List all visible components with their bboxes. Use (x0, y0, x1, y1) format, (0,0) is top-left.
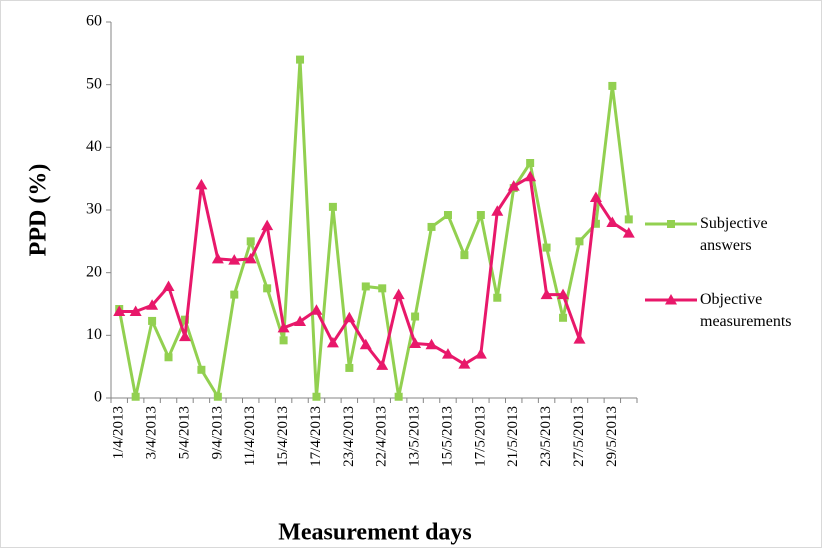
data-point (211, 252, 224, 264)
data-point (425, 338, 438, 350)
data-point (411, 312, 420, 321)
y-tick-label: 10 (86, 326, 102, 343)
data-point (507, 180, 520, 191)
series-line (119, 175, 630, 367)
data-point (361, 282, 370, 291)
x-tick-label: 23/5/2013 (538, 406, 554, 467)
data-point (294, 315, 307, 327)
data-point (458, 358, 471, 369)
x-tick-label: 17/4/2013 (308, 406, 324, 467)
y-tick-label: 50 (86, 75, 102, 92)
data-point (279, 336, 288, 345)
y-tick-label: 30 (86, 201, 102, 218)
data-point (542, 243, 551, 252)
data-point (164, 353, 173, 362)
y-tick-label: 40 (86, 138, 102, 155)
data-point (113, 305, 126, 317)
x-tick-label: 13/5/2013 (407, 406, 423, 467)
y-axis-title: PPD (%) (26, 164, 52, 257)
y-tick-label: 20 (86, 263, 102, 280)
data-point (443, 211, 452, 220)
legend-label: Subjective answers (700, 215, 768, 254)
data-point (195, 178, 208, 190)
x-axis-title: Measurement days (278, 520, 472, 546)
legend-label: Objective measurements (700, 291, 792, 330)
data-point (409, 337, 422, 348)
data-point (540, 288, 553, 300)
data-point (606, 216, 619, 228)
x-tick-label: 15/5/2013 (439, 406, 455, 467)
data-point (246, 237, 255, 246)
x-tick-label: 27/5/2013 (571, 406, 587, 467)
x-tick-label: 11/4/2013 (242, 406, 258, 466)
data-point (476, 211, 485, 220)
data-point (213, 392, 222, 401)
data-point (178, 330, 191, 342)
data-point (277, 321, 290, 333)
x-tick-label: 17/5/2013 (472, 406, 488, 467)
y-tick-label: 0 (94, 389, 102, 406)
data-point (624, 215, 633, 224)
data-point (359, 338, 372, 350)
data-point (460, 251, 469, 260)
data-point (573, 333, 586, 344)
data-point (622, 227, 635, 238)
data-point (575, 237, 584, 246)
data-point (244, 252, 257, 264)
x-tick-label: 22/4/2013 (374, 406, 390, 467)
data-point (228, 254, 241, 265)
data-point (261, 219, 274, 231)
x-tick-label: 5/4/2013 (176, 406, 192, 459)
data-point (608, 81, 617, 90)
data-point (493, 293, 502, 302)
data-point (392, 288, 405, 300)
data-point (557, 288, 570, 300)
data-point (326, 336, 339, 348)
data-point (230, 290, 239, 299)
x-tick-label: 21/5/2013 (505, 406, 521, 467)
data-point (343, 311, 356, 323)
data-point (665, 294, 677, 305)
data-point (591, 219, 600, 228)
data-point (559, 313, 568, 322)
data-point (474, 348, 487, 359)
data-point (394, 392, 403, 401)
data-point (131, 392, 140, 401)
data-point (197, 365, 206, 374)
data-point (345, 363, 354, 372)
data-point (524, 170, 537, 182)
data-point (162, 280, 175, 291)
data-point (146, 299, 159, 310)
data-point (263, 284, 272, 293)
x-tick-label: 9/4/2013 (209, 406, 225, 459)
data-point (526, 159, 535, 167)
data-point (427, 222, 436, 231)
data-point (491, 205, 504, 216)
data-point (328, 202, 337, 211)
data-point (667, 220, 675, 228)
data-point (310, 304, 323, 315)
x-tick-label: 1/4/2013 (111, 406, 127, 459)
x-tick-label: 29/5/2013 (604, 406, 620, 467)
data-point (148, 316, 157, 325)
data-point (180, 315, 189, 324)
x-tick-label: 23/4/2013 (341, 406, 357, 467)
data-point (296, 55, 305, 64)
data-point (129, 305, 142, 317)
data-point (378, 284, 387, 293)
x-tick-label: 15/4/2013 (275, 406, 291, 467)
data-point (312, 392, 321, 401)
y-tick-label: 60 (86, 13, 102, 30)
data-point (441, 348, 454, 359)
series-line (117, 58, 631, 399)
data-point (376, 359, 389, 370)
x-tick-label: 3/4/2013 (144, 406, 160, 459)
data-point (589, 191, 602, 202)
